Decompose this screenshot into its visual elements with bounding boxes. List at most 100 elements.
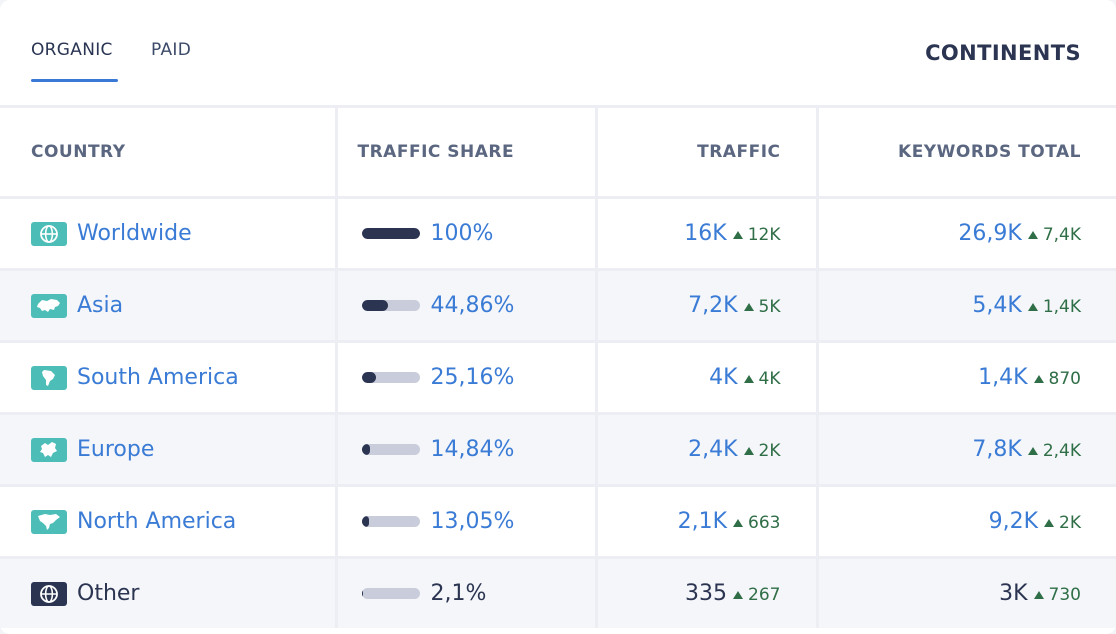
keywords-delta-value: 870 bbox=[1048, 369, 1081, 389]
keywords-value[interactable]: 26,9K bbox=[958, 221, 1022, 246]
keywords-delta: 7,4K bbox=[1027, 225, 1081, 245]
traffic-share-fill bbox=[361, 444, 371, 455]
traffic-share-bar bbox=[361, 228, 420, 239]
up-arrow-icon bbox=[1027, 231, 1038, 239]
traffic-delta-value: 5K bbox=[758, 297, 781, 317]
traffic-delta: 12K bbox=[732, 225, 781, 245]
table-row: South America 25,16% 4K 4K 1,4K 870 bbox=[0, 341, 1116, 415]
keywords-delta: 2,4K bbox=[1027, 441, 1081, 461]
traffic-delta-value: 4K bbox=[758, 369, 781, 389]
column-header-traffic-share[interactable]: TRAFFIC SHARE bbox=[336, 108, 598, 199]
table-header-row: COUNTRY TRAFFIC SHARE TRAFFIC KEYWORDS T… bbox=[0, 108, 1116, 199]
traffic-delta: 663 bbox=[733, 513, 781, 533]
traffic-share-value: 2,1% bbox=[430, 581, 487, 606]
traffic-value[interactable]: 7,2K bbox=[688, 293, 738, 318]
traffic-share-value: 25,16% bbox=[430, 365, 515, 390]
country-link[interactable]: Asia bbox=[77, 293, 124, 318]
traffic-value: 335 bbox=[685, 581, 728, 606]
cell-keywords-total: 1,4K 870 bbox=[817, 341, 1116, 415]
table-row: Europe 14,84% 2,4K 2K 7,8K 2,4K bbox=[0, 413, 1116, 487]
cell-traffic-share: 13,05% bbox=[336, 485, 598, 559]
tab-paid[interactable]: PAID bbox=[151, 40, 192, 60]
keywords-delta-value: 2,4K bbox=[1042, 441, 1081, 461]
cell-country: South America bbox=[0, 341, 338, 415]
cell-traffic: 7,2K 5K bbox=[596, 269, 819, 343]
panel-title: CONTINENTS bbox=[925, 41, 1081, 65]
column-header-country[interactable]: COUNTRY bbox=[0, 108, 338, 199]
keywords-delta-value: 1,4K bbox=[1042, 297, 1081, 317]
cell-traffic: 4K 4K bbox=[596, 341, 819, 415]
traffic-delta-value: 12K bbox=[747, 225, 781, 245]
cell-traffic: 335 267 bbox=[596, 557, 819, 628]
keywords-delta: 1,4K bbox=[1027, 297, 1081, 317]
up-arrow-icon bbox=[1027, 303, 1038, 311]
table-row: Worldwide 100% 16K 12K 26,9K 7,4K bbox=[0, 197, 1116, 271]
globe-icon bbox=[31, 581, 67, 606]
traffic-delta-value: 2K bbox=[758, 441, 781, 461]
traffic-share-value: 100% bbox=[430, 221, 494, 246]
tab-organic[interactable]: ORGANIC bbox=[31, 40, 113, 60]
cell-traffic-share: 14,84% bbox=[336, 413, 598, 487]
cell-keywords-total: 3K 730 bbox=[817, 557, 1116, 628]
keywords-value: 3K bbox=[999, 581, 1028, 606]
keywords-value[interactable]: 7,8K bbox=[972, 437, 1022, 462]
traffic-share-fill bbox=[361, 588, 363, 599]
traffic-value[interactable]: 16K bbox=[684, 221, 727, 246]
keywords-value[interactable]: 1,4K bbox=[978, 365, 1028, 390]
cell-keywords-total: 5,4K 1,4K bbox=[817, 269, 1116, 343]
country-link: Other bbox=[77, 581, 140, 606]
traffic-share-value: 13,05% bbox=[430, 509, 515, 534]
column-header-traffic[interactable]: TRAFFIC bbox=[596, 108, 819, 199]
cell-country: North America bbox=[0, 485, 338, 559]
traffic-value[interactable]: 2,4K bbox=[688, 437, 738, 462]
cell-traffic: 2,1K 663 bbox=[596, 485, 819, 559]
traffic-share-fill bbox=[361, 516, 370, 527]
cell-traffic: 16K 12K bbox=[596, 197, 819, 271]
up-arrow-icon bbox=[1033, 375, 1044, 383]
traffic-value[interactable]: 4K bbox=[709, 365, 738, 390]
continents-table: COUNTRY TRAFFIC SHARE TRAFFIC KEYWORDS T… bbox=[0, 108, 1116, 628]
traffic-value[interactable]: 2,1K bbox=[677, 509, 728, 534]
south-america-map-icon bbox=[31, 365, 67, 390]
country-link[interactable]: North America bbox=[77, 509, 237, 534]
traffic-share-fill bbox=[361, 228, 420, 239]
table-row: North America 13,05% 2,1K 663 9,2K 2K bbox=[0, 485, 1116, 559]
cell-traffic-share: 2,1% bbox=[336, 557, 598, 628]
traffic-share-bar bbox=[361, 444, 420, 455]
europe-map-icon bbox=[31, 437, 67, 462]
column-header-keywords-total[interactable]: KEYWORDS TOTAL bbox=[817, 108, 1116, 199]
traffic-share-fill bbox=[361, 372, 377, 383]
active-tab-indicator bbox=[31, 79, 118, 82]
up-arrow-icon bbox=[1033, 591, 1044, 599]
cell-keywords-total: 9,2K 2K bbox=[817, 485, 1116, 559]
keywords-delta: 2K bbox=[1044, 513, 1081, 533]
cell-country: Worldwide bbox=[0, 197, 338, 271]
up-arrow-icon bbox=[1027, 447, 1038, 455]
traffic-share-value: 14,84% bbox=[430, 437, 515, 462]
traffic-share-fill bbox=[361, 300, 388, 311]
traffic-share-value: 44,86% bbox=[430, 293, 515, 318]
keywords-delta-value: 7,4K bbox=[1042, 225, 1081, 245]
country-link[interactable]: Europe bbox=[77, 437, 155, 462]
traffic-delta-value: 267 bbox=[748, 585, 781, 605]
traffic-share-bar bbox=[361, 516, 420, 527]
up-arrow-icon bbox=[733, 519, 744, 527]
up-arrow-icon bbox=[733, 591, 744, 599]
keywords-delta-value: 2K bbox=[1059, 513, 1081, 533]
traffic-share-bar bbox=[361, 372, 420, 383]
table-row: Other 2,1% 335 267 3K 730 bbox=[0, 557, 1116, 628]
traffic-delta: 5K bbox=[743, 297, 781, 317]
keywords-value[interactable]: 9,2K bbox=[988, 509, 1039, 534]
cell-traffic-share: 25,16% bbox=[336, 341, 598, 415]
country-link[interactable]: South America bbox=[77, 365, 239, 390]
country-link[interactable]: Worldwide bbox=[77, 221, 192, 246]
tab-bar: ORGANIC PAID CONTINENTS bbox=[0, 0, 1116, 108]
asia-map-icon bbox=[31, 293, 67, 318]
cell-country: Asia bbox=[0, 269, 338, 343]
up-arrow-icon bbox=[743, 447, 754, 455]
keywords-value[interactable]: 5,4K bbox=[972, 293, 1022, 318]
up-arrow-icon bbox=[732, 231, 743, 239]
cell-country: Other bbox=[0, 557, 338, 628]
table-row: Asia 44,86% 7,2K 5K 5,4K 1,4K bbox=[0, 269, 1116, 343]
